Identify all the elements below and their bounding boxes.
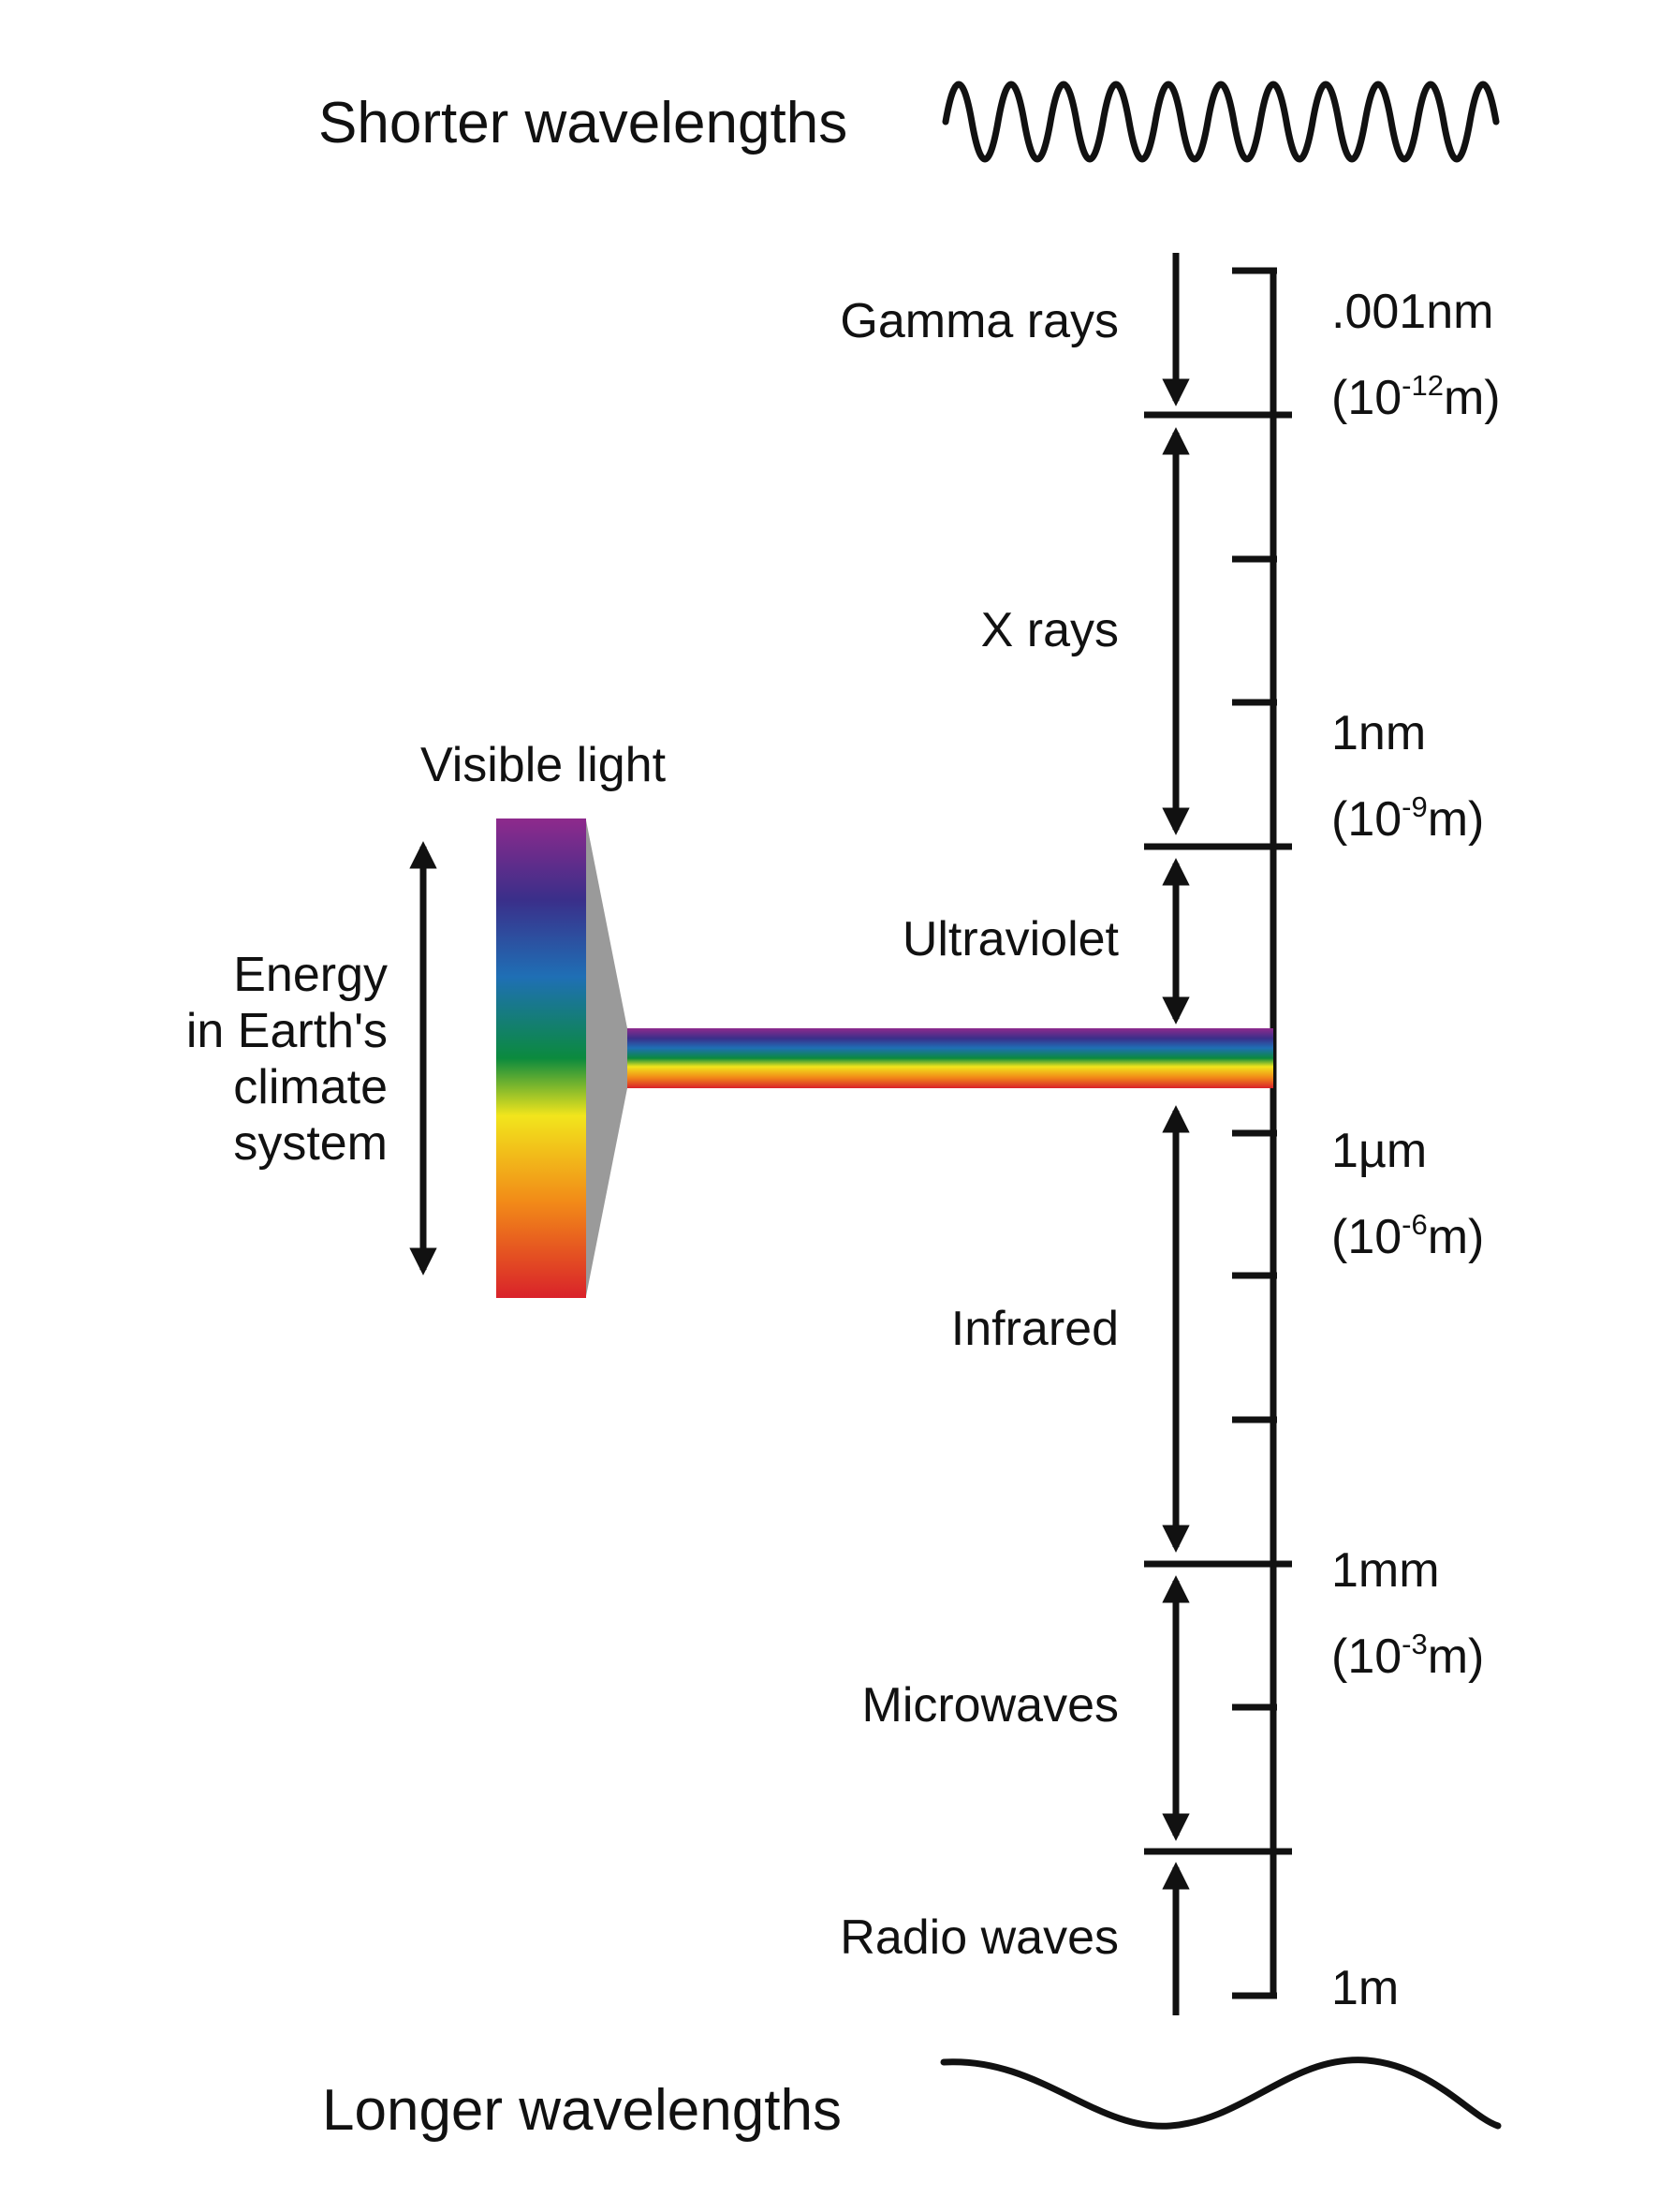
prism-shadow	[586, 820, 627, 1296]
scale-value-ir-microwave: 1mm	[1331, 1543, 1440, 1598]
shorter-wavelengths-label: Shorter wavelengths	[318, 91, 847, 155]
visible-light-beam	[627, 1028, 1273, 1088]
scale-exp-visible-ir: (10-6m)	[1331, 1208, 1484, 1264]
band-boundaries	[1144, 411, 1292, 1855]
visible-spectrum-bar	[496, 818, 586, 1298]
scale-value-visible-ir: 1µm	[1331, 1124, 1427, 1178]
scale-exp-gamma-xray: (10-12m)	[1331, 369, 1501, 425]
short-wave-icon	[942, 81, 1500, 163]
band-label-infrared: Infrared	[951, 1302, 1119, 1356]
energy-label-line-4: system	[233, 1116, 388, 1171]
longer-wavelengths-label: Longer wavelengths	[322, 2078, 842, 2143]
band-label-microwaves: Microwaves	[862, 1678, 1120, 1733]
energy-label-line-2: in Earth's	[186, 1004, 388, 1058]
energy-label-line-1: Energy	[233, 948, 388, 1002]
band-label-radio: Radio waves	[840, 1910, 1119, 1965]
scale-minor-ticks	[1232, 267, 1277, 1999]
scale-value-xray-uv: 1nm	[1331, 706, 1426, 760]
band-label-gamma: Gamma rays	[840, 294, 1119, 348]
long-wave-icon	[940, 2057, 1502, 2130]
scale-exp-xray-uv: (10-9m)	[1331, 790, 1484, 847]
energy-label-line-3: climate	[233, 1060, 388, 1114]
band-label-ultraviolet: Ultraviolet	[903, 912, 1120, 966]
scale-exp-ir-microwave: (10-3m)	[1331, 1628, 1484, 1684]
band-label-xray: X rays	[981, 603, 1119, 657]
visible-light-label: Visible light	[420, 738, 667, 792]
scale-value-gamma-xray: .001nm	[1331, 285, 1493, 339]
scale-value-radio-end: 1m	[1331, 1961, 1399, 2015]
